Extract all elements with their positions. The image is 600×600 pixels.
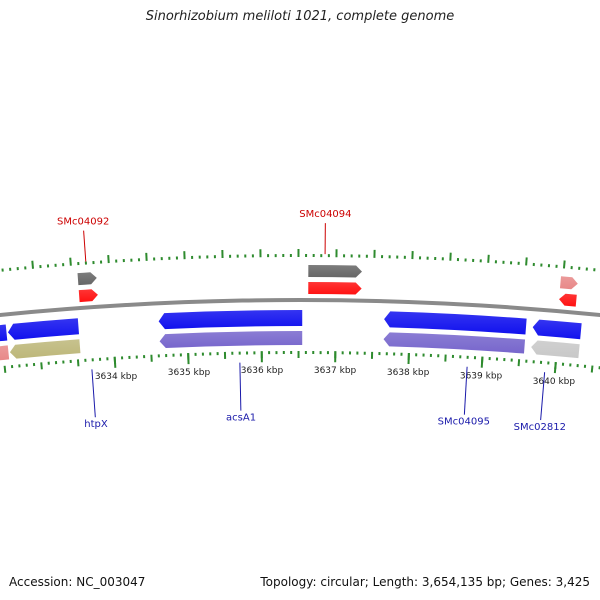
gene-feature xyxy=(308,265,362,278)
label-leader xyxy=(91,369,96,418)
backbone-arc xyxy=(0,298,600,318)
tick-label: 3639 kbp xyxy=(460,372,503,382)
gene-feature xyxy=(384,311,527,335)
tick-label: 3634 kbp xyxy=(95,372,138,382)
minor-tick xyxy=(517,359,521,367)
genome-backbone xyxy=(0,298,600,318)
gene-feature xyxy=(532,319,582,340)
minor-ticks xyxy=(1,248,600,373)
minor-tick xyxy=(525,257,528,266)
gene-feature xyxy=(308,282,362,295)
gene-labels: SMc04092 SMc04094 htpX acsA1 SMc04095 SMc0281… xyxy=(57,209,566,433)
minor-tick xyxy=(3,365,7,373)
gene-label: htpX xyxy=(84,419,108,430)
label-leader xyxy=(540,372,546,421)
gene-label: SMc04092 xyxy=(57,217,109,228)
gene-feature xyxy=(159,331,303,349)
minor-tick xyxy=(69,257,72,266)
gene-feature xyxy=(9,339,81,359)
tick-label: 3637 kbp xyxy=(314,366,357,376)
tick-label: 3636 kbp xyxy=(241,366,284,376)
minor-tick xyxy=(562,260,566,269)
major-ticks: 3634 kbp 3635 kbp 3636 kbp 3637 kbp 3638 kbp… xyxy=(95,351,576,387)
tick-label: 3638 kbp xyxy=(387,368,430,378)
accession-text: Accession: NC_003047 xyxy=(9,575,146,589)
label-leader xyxy=(463,366,468,415)
tick-label: 3635 kbp xyxy=(168,368,211,378)
tick-label: 3640 kbp xyxy=(533,377,576,387)
gene-label: SMc04095 xyxy=(438,417,490,428)
minor-tick xyxy=(590,365,594,373)
gene-feature xyxy=(0,324,8,342)
gene-feature xyxy=(0,345,10,361)
minor-tick xyxy=(107,254,110,264)
gene-feature xyxy=(158,309,303,330)
gene-feature xyxy=(559,293,577,307)
minor-tick xyxy=(40,362,43,370)
label-leader xyxy=(239,362,242,411)
major-tick xyxy=(553,362,557,374)
gene-label: SMc02812 xyxy=(514,422,566,433)
gene-feature xyxy=(77,272,97,286)
gene-feature xyxy=(78,289,98,303)
minor-tick xyxy=(31,260,35,269)
genome-summary: Topology: circular; Length: 3,654,135 bp… xyxy=(260,575,590,589)
major-tick xyxy=(480,356,484,368)
gene-label: SMc04094 xyxy=(299,209,351,220)
gene-feature xyxy=(7,318,80,340)
genome-title: Sinorhizobium meliloti 1021, complete ge… xyxy=(145,9,455,24)
minor-tick xyxy=(76,359,80,367)
gene-features xyxy=(0,265,582,361)
gene-feature xyxy=(531,340,580,359)
gene-feature xyxy=(383,332,526,354)
gene-feature xyxy=(559,276,578,290)
label-leader xyxy=(83,230,87,262)
major-tick xyxy=(113,356,117,368)
gene-label: acsA1 xyxy=(226,413,256,424)
